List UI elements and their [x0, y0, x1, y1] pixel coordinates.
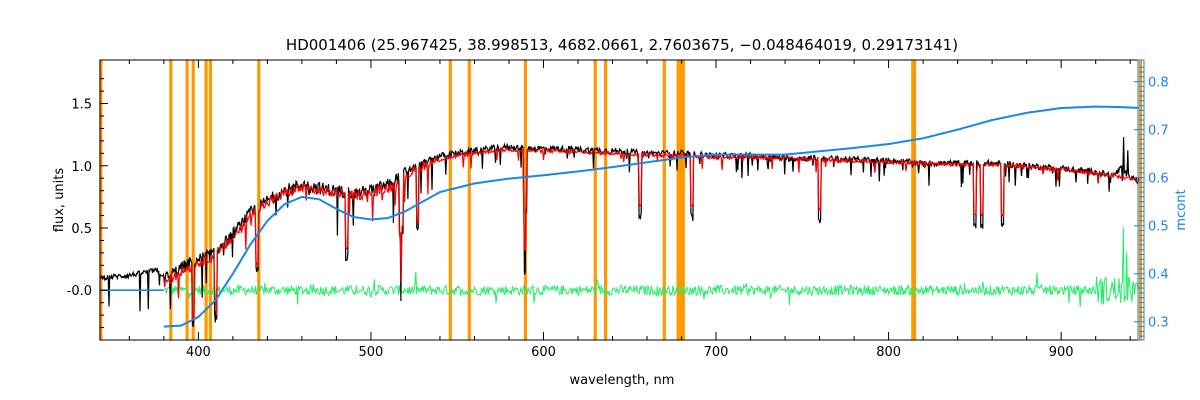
masked-line-band: [191, 60, 195, 340]
masked-line-band: [257, 60, 261, 340]
observed-series-line: [99, 137, 1140, 328]
masked-line-band: [662, 60, 666, 340]
x-tick-label: 400: [186, 345, 211, 360]
right-axis-strip: [1137, 59, 1145, 341]
x-axis-label: wavelength, nm: [570, 373, 675, 388]
masked-line-band: [208, 60, 212, 340]
x-tick-label: 500: [359, 345, 384, 360]
masked-line-band: [169, 60, 173, 340]
residual-series-line: [163, 227, 1140, 308]
masked-line-band: [523, 60, 527, 340]
masked-line-band: [1138, 60, 1143, 340]
model-layer: [163, 146, 1140, 321]
y-axis-label: flux, units: [52, 168, 67, 233]
chart-title: HD001406 (25.967425, 38.998513, 4682.066…: [286, 36, 958, 54]
y-tick-label: -0.0: [67, 284, 92, 299]
masked-line-band: [467, 60, 471, 340]
y-tick-label: 1.5: [71, 98, 92, 113]
y2-tick-label: 0.8: [1148, 76, 1169, 91]
y2-tick-label: 0.7: [1148, 124, 1169, 139]
masked-line-layer: [99, 60, 1143, 340]
model-series-line: [163, 146, 1140, 321]
y-tick-label: 1.0: [71, 160, 92, 175]
continuum-series-line: [163, 105, 1139, 328]
y2-tick-label: 0.6: [1148, 172, 1169, 187]
masked-line-band: [679, 60, 683, 340]
y2-tick-label: 0.3: [1148, 316, 1169, 331]
x-tick-label: 900: [1049, 345, 1074, 360]
masked-line-band: [676, 60, 680, 340]
masked-line-band: [448, 60, 452, 340]
axes-layer: 400 500 600 700 800 900 -0.0 0.5 1.0 1.5 0.3 0.4 0.5…: [67, 60, 1169, 360]
masked-line-band: [593, 60, 597, 340]
continuum-layer: [100, 105, 1139, 328]
masked-line-band: [911, 60, 915, 340]
y2-axis-label: mcont: [1174, 189, 1189, 230]
observed-layer: [99, 137, 1140, 328]
x-tick-label: 800: [876, 345, 901, 360]
masked-line-band: [681, 60, 685, 340]
y-tick-label: 0.5: [71, 222, 92, 237]
masked-line-band: [204, 60, 208, 340]
masked-line-band: [99, 60, 103, 340]
x-tick-label: 700: [704, 345, 729, 360]
masked-line-band: [185, 60, 189, 340]
plot-frame: [99, 59, 1145, 341]
y2-tick-label: 0.4: [1148, 268, 1169, 283]
x-tick-label: 600: [531, 345, 556, 360]
residual-layer: [163, 227, 1140, 308]
y2-tick-label: 0.5: [1148, 220, 1169, 235]
masked-line-band: [912, 60, 917, 340]
masked-line-band: [604, 60, 608, 340]
